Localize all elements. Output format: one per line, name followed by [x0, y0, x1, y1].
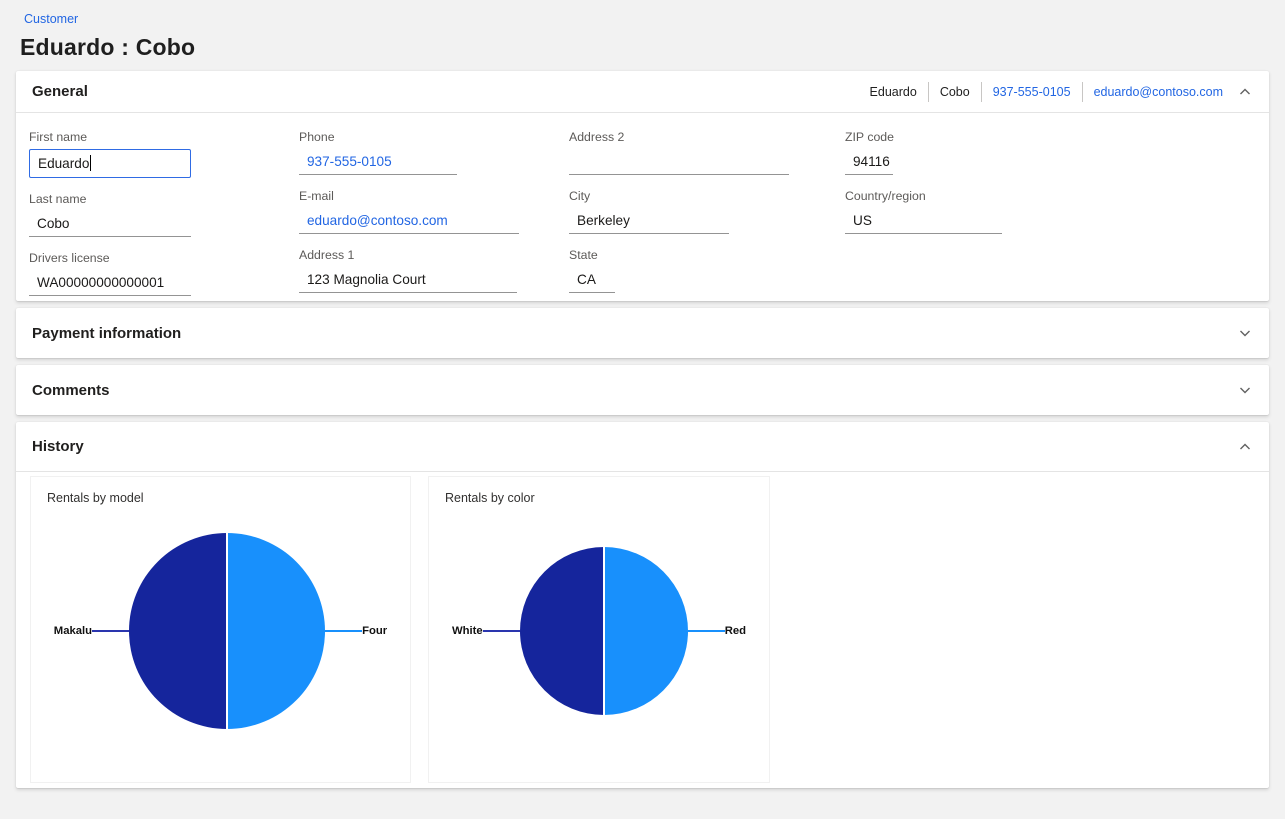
first-name-input[interactable]: Eduardo [29, 149, 191, 178]
field-label: State [569, 247, 789, 264]
field-first-name: First name Eduardo [29, 129, 191, 178]
page-title: Eduardo : Cobo [20, 34, 1285, 61]
pie-slice-label-left: Makalu [54, 625, 92, 637]
field-email: E-mail eduardo@contoso.com [299, 188, 519, 234]
general-section-title: General [32, 83, 88, 100]
general-section-header[interactable]: General Eduardo Cobo 937-555-0105 eduard… [16, 71, 1269, 113]
history-body: Rentals by model Makalu Four Rentals by … [16, 472, 1269, 788]
address-2-input[interactable] [569, 149, 789, 175]
callout-line-left [483, 630, 520, 632]
payment-section-header[interactable]: Payment information [16, 308, 1269, 358]
rentals-by-color-chart: Rentals by color White Red [428, 476, 770, 783]
chevron-up-icon[interactable] [1237, 84, 1253, 100]
field-label: E-mail [299, 188, 519, 205]
chevron-down-icon[interactable] [1237, 382, 1253, 398]
history-section-header[interactable]: History [16, 422, 1269, 472]
field-label: Drivers license [29, 250, 191, 267]
history-section-title: History [32, 438, 84, 455]
pie-graphic[interactable] [129, 533, 325, 729]
email-input[interactable]: eduardo@contoso.com [299, 208, 519, 234]
pie-slice-label-right: Four [362, 625, 387, 637]
summary-separator [1082, 82, 1083, 102]
callout-line-left [92, 630, 129, 632]
state-input[interactable]: CA [569, 267, 615, 293]
payment-section-title: Payment information [32, 325, 181, 342]
pie-graphic[interactable] [520, 547, 688, 715]
breadcrumb[interactable]: Customer [24, 12, 78, 26]
chevron-up-icon[interactable] [1237, 439, 1253, 455]
drivers-license-input[interactable]: WA00000000000001 [29, 270, 191, 296]
rentals-by-model-chart: Rentals by model Makalu Four [30, 476, 411, 783]
field-last-name: Last name Cobo [29, 191, 191, 237]
pie-slice-label-right: Red [725, 625, 746, 637]
comments-section-header[interactable]: Comments [16, 365, 1269, 415]
summary-first-name: Eduardo [870, 85, 917, 99]
field-city: City Berkeley [569, 188, 789, 234]
field-address-2: Address 2 [569, 129, 789, 175]
form-column-1: First name Eduardo Last name Cobo Driver… [29, 129, 191, 309]
comments-section-title: Comments [32, 382, 110, 399]
chart-title: Rentals by model [31, 477, 410, 505]
summary-separator [928, 82, 929, 102]
page-header: Customer Eduardo : Cobo [0, 0, 1285, 71]
city-input[interactable]: Berkeley [569, 208, 729, 234]
pie-chart: White Red [429, 505, 769, 757]
field-label: First name [29, 129, 191, 146]
summary-separator [981, 82, 982, 102]
field-country-region: Country/region US [845, 188, 1002, 234]
zip-code-input[interactable]: 94116 [845, 149, 893, 175]
payment-section: Payment information [16, 308, 1269, 358]
chart-title: Rentals by color [429, 477, 769, 505]
history-section: History Rentals by model Makalu Four Ren… [16, 422, 1269, 788]
field-label: Address 2 [569, 129, 789, 146]
chevron-down-icon[interactable] [1237, 325, 1253, 341]
country-region-input[interactable]: US [845, 208, 1002, 234]
field-label: Phone [299, 129, 519, 146]
phone-input[interactable]: 937-555-0105 [299, 149, 457, 175]
summary-email-link[interactable]: eduardo@contoso.com [1094, 85, 1223, 99]
field-phone: Phone 937-555-0105 [299, 129, 519, 175]
field-zip-code: ZIP code 94116 [845, 129, 1002, 175]
address-1-input[interactable]: 123 Magnolia Court [299, 267, 517, 293]
comments-section: Comments [16, 365, 1269, 415]
field-label: Address 1 [299, 247, 519, 264]
pie-slice-label-left: White [452, 625, 483, 637]
text-cursor [90, 155, 91, 171]
pie-chart: Makalu Four [31, 505, 410, 757]
form-column-2: Phone 937-555-0105 E-mail eduardo@contos… [299, 129, 519, 306]
field-state: State CA [569, 247, 789, 293]
field-label: City [569, 188, 789, 205]
form-column-4: ZIP code 94116 Country/region US [845, 129, 1002, 247]
field-label: Last name [29, 191, 191, 208]
summary-last-name: Cobo [940, 85, 970, 99]
summary-phone-link[interactable]: 937-555-0105 [993, 85, 1071, 99]
callout-line-right [325, 630, 362, 632]
field-address-1: Address 1 123 Magnolia Court [299, 247, 519, 293]
field-drivers-license: Drivers license WA00000000000001 [29, 250, 191, 296]
general-section: General Eduardo Cobo 937-555-0105 eduard… [16, 71, 1269, 301]
callout-line-right [688, 630, 725, 632]
field-label: Country/region [845, 188, 1002, 205]
form-column-3: Address 2 City Berkeley State CA [569, 129, 789, 306]
general-summary: Eduardo Cobo 937-555-0105 eduardo@contos… [870, 82, 1223, 102]
field-label: ZIP code [845, 129, 1002, 146]
last-name-input[interactable]: Cobo [29, 211, 191, 237]
general-form: First name Eduardo Last name Cobo Driver… [16, 113, 1269, 301]
